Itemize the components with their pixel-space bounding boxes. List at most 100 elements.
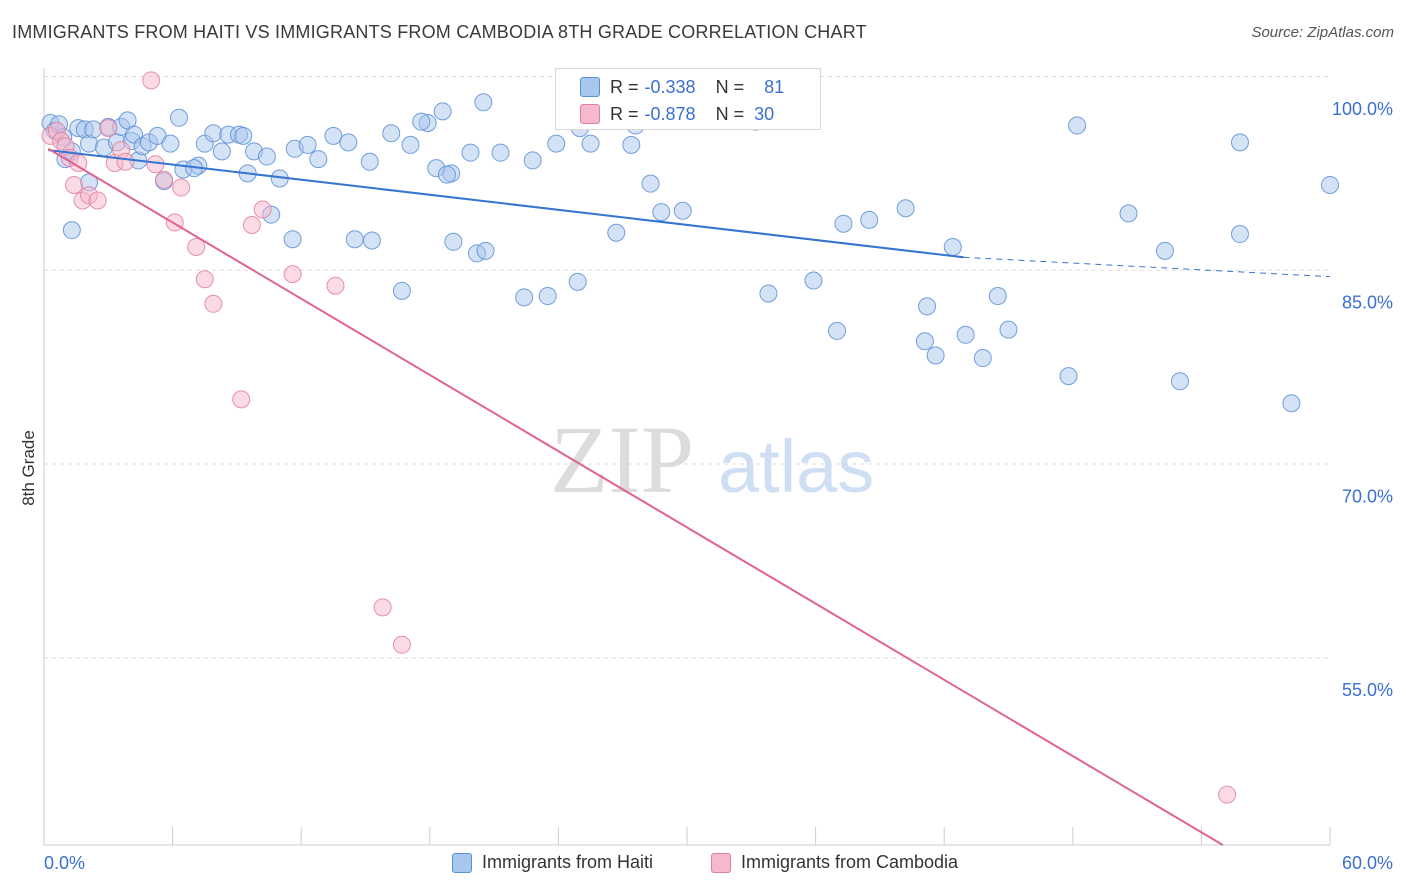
haiti-r-value: -0.338 — [644, 76, 696, 97]
haiti-point-88 — [1119, 204, 1138, 223]
haiti-point-46 — [474, 93, 493, 112]
haiti-point-100 — [1059, 367, 1078, 386]
haiti-point-83 — [834, 214, 853, 233]
trend-lines — [47, 147, 1331, 846]
haiti-n-label: N = — [715, 76, 745, 97]
trend-line-cambodia — [47, 147, 1224, 846]
haiti-point-62 — [283, 230, 302, 249]
series-cambodia-points — [41, 71, 1237, 804]
haiti-n-value: 81 — [764, 76, 785, 97]
haiti-point-99 — [973, 349, 992, 368]
correlation-stats-box: R = -0.338 N = 81 R = -0.878 N = 30 — [555, 68, 821, 130]
tick-labels: 100.0% 85.0% 70.0% 55.0% 0.0% 60.0% — [44, 99, 1393, 873]
cambodia-point-14 — [142, 71, 161, 90]
haiti-point-101 — [999, 320, 1018, 339]
legend-cambodia-label: Immigrants from Cambodia — [741, 852, 959, 872]
stats-row-haiti: R = -0.338 N = 81 — [580, 75, 784, 99]
legend-item-haiti: Immigrants from Haiti — [452, 852, 653, 873]
bottom-legend: Immigrants from Haiti Immigrants from Ca… — [0, 852, 1406, 878]
haiti-point-65 — [392, 281, 411, 300]
y-tick-label-2: 70.0% — [1342, 486, 1393, 506]
haiti-point-63 — [345, 230, 364, 249]
haiti-point-81 — [804, 271, 823, 290]
cambodia-r-label: R = — [610, 103, 639, 124]
haiti-point-87 — [926, 346, 945, 365]
legend-haiti-label: Immigrants from Haiti — [482, 852, 654, 872]
cambodia-point-29 — [1218, 785, 1237, 804]
cambodia-point-18 — [172, 178, 191, 197]
haiti-point-38 — [339, 133, 358, 152]
cambodia-r-value: -0.878 — [644, 103, 696, 124]
haiti-point-92 — [915, 332, 934, 351]
cambodia-n-value: 30 — [754, 103, 775, 124]
cambodia-point-26 — [326, 276, 345, 295]
stats-row-cambodia: R = -0.878 N = 30 — [580, 102, 774, 126]
haiti-point-72 — [515, 288, 534, 307]
cambodia-point-22 — [232, 390, 251, 409]
cambodia-point-5 — [65, 175, 84, 194]
grid-lines — [44, 75, 1330, 659]
haiti-point-56 — [62, 221, 81, 240]
haiti-point-103 — [1282, 394, 1301, 413]
cambodia-point-20 — [195, 270, 214, 289]
haiti-point-109 — [1068, 116, 1087, 135]
cambodia-point-24 — [253, 200, 272, 219]
haiti-point-40 — [382, 124, 401, 143]
cambodia-point-23 — [242, 216, 261, 234]
haiti-r-label: R = — [610, 76, 639, 97]
haiti-point-30 — [234, 126, 253, 145]
x-tick-label-max: 60.0% — [1342, 853, 1393, 873]
cambodia-n-label: N = — [715, 103, 745, 124]
haiti-point-35 — [298, 135, 317, 154]
legend-haiti-swatch — [452, 852, 472, 873]
cambodia-point-9 — [88, 191, 107, 210]
trend-line-haiti-extension — [963, 256, 1331, 278]
haiti-point-78 — [673, 201, 692, 220]
haiti-point-39 — [360, 152, 379, 171]
cambodia-point-19 — [187, 237, 206, 256]
haiti-point-91 — [828, 321, 847, 340]
haiti-point-68 — [437, 165, 456, 184]
haiti-point-26 — [204, 124, 223, 143]
watermark: ZIP atlas — [550, 406, 874, 513]
cambodia-point-13 — [116, 152, 135, 171]
haiti-point-110 — [1230, 133, 1249, 152]
haiti-point-84 — [860, 210, 879, 229]
haiti-point-23 — [170, 108, 189, 127]
haiti-point-49 — [547, 134, 566, 153]
haiti-swatch — [580, 77, 600, 97]
trend-line-haiti — [48, 149, 964, 259]
haiti-point-66 — [412, 112, 431, 131]
haiti-point-22 — [161, 134, 180, 153]
haiti-point-47 — [491, 143, 510, 162]
cambodia-swatch — [580, 104, 600, 124]
haiti-point-107 — [1321, 175, 1339, 194]
haiti-point-90 — [1230, 225, 1249, 244]
haiti-point-9 — [84, 120, 103, 139]
haiti-point-45 — [461, 143, 480, 162]
haiti-point-54 — [622, 135, 641, 154]
haiti-point-80 — [988, 287, 1007, 306]
haiti-point-48 — [523, 151, 542, 170]
haiti-point-52 — [581, 134, 600, 153]
source-credit: Source: ZipAtlas.com — [1251, 24, 1394, 41]
haiti-point-55 — [641, 174, 660, 193]
haiti-point-41 — [401, 135, 420, 154]
x-tick-label-min: 0.0% — [44, 853, 85, 873]
y-tick-label-3: 55.0% — [1342, 680, 1393, 700]
haiti-point-93 — [956, 325, 975, 344]
haiti-point-85 — [918, 297, 937, 316]
axes — [43, 68, 1331, 846]
haiti-point-86 — [943, 237, 962, 256]
haiti-point-73 — [538, 287, 557, 306]
haiti-point-32 — [257, 147, 276, 166]
cambodia-point-27 — [373, 598, 392, 617]
cambodia-point-16 — [155, 170, 174, 189]
haiti-point-64 — [362, 231, 381, 250]
cambodia-point-10 — [99, 119, 118, 138]
haiti-point-75 — [607, 223, 626, 242]
y-tick-label-0: 100.0% — [1332, 99, 1393, 119]
haiti-point-77 — [652, 203, 671, 222]
haiti-point-36 — [309, 150, 328, 169]
